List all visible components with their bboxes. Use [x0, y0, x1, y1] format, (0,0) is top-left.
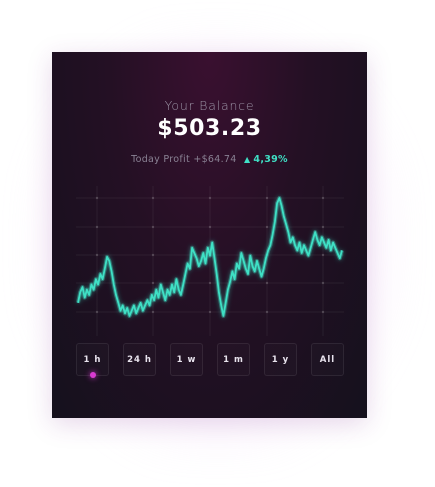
grid-dot: [151, 310, 155, 314]
balance-amount: $503.23: [157, 116, 262, 141]
grid-dot: [265, 196, 269, 200]
grid-dot: [95, 196, 99, 200]
balance-card: Your Balance $503.23 Today Profit +$64.7…: [52, 52, 367, 418]
balance-label: Your Balance: [164, 98, 255, 113]
grid-dot: [151, 253, 155, 257]
range-button-3[interactable]: 1 m: [217, 343, 250, 376]
grid-dot: [321, 281, 325, 285]
profit-value: +$64.74: [193, 154, 237, 165]
profit-label: Today Profit: [131, 154, 190, 165]
grid-dot: [151, 225, 155, 229]
range-button-0[interactable]: 1 h: [76, 343, 109, 378]
grid-dot: [208, 281, 212, 285]
profit-row: Today Profit +$64.74 ▲ 4,39%: [52, 154, 367, 165]
grid-dot: [321, 253, 325, 257]
grid-dot: [265, 281, 269, 285]
grid-dot: [265, 225, 269, 229]
series-line: [77, 197, 343, 317]
grid-dot: [208, 225, 212, 229]
trend-up-icon: ▲: [243, 155, 251, 164]
chart-grid: [76, 186, 344, 336]
range-button-5[interactable]: All: [311, 343, 344, 376]
grid-dot: [208, 196, 212, 200]
grid-dot: [321, 225, 325, 229]
grid-dot: [95, 310, 99, 314]
profit-percent: 4,39%: [253, 154, 288, 165]
time-range-selector: 1 h 24 h 1 w 1 m 1 y All: [76, 343, 346, 378]
grid-dot: [208, 310, 212, 314]
range-button-4[interactable]: 1 y: [264, 343, 297, 376]
range-button-2[interactable]: 1 w: [170, 343, 203, 376]
balance-chart: [76, 186, 344, 336]
grid-dot: [151, 196, 155, 200]
grid-dot: [265, 310, 269, 314]
grid-dot: [321, 196, 325, 200]
grid-dot: [321, 310, 325, 314]
grid-dot: [95, 225, 99, 229]
range-button-1[interactable]: 24 h: [123, 343, 156, 376]
grid-dot: [151, 281, 155, 285]
grid-dot: [95, 253, 99, 257]
